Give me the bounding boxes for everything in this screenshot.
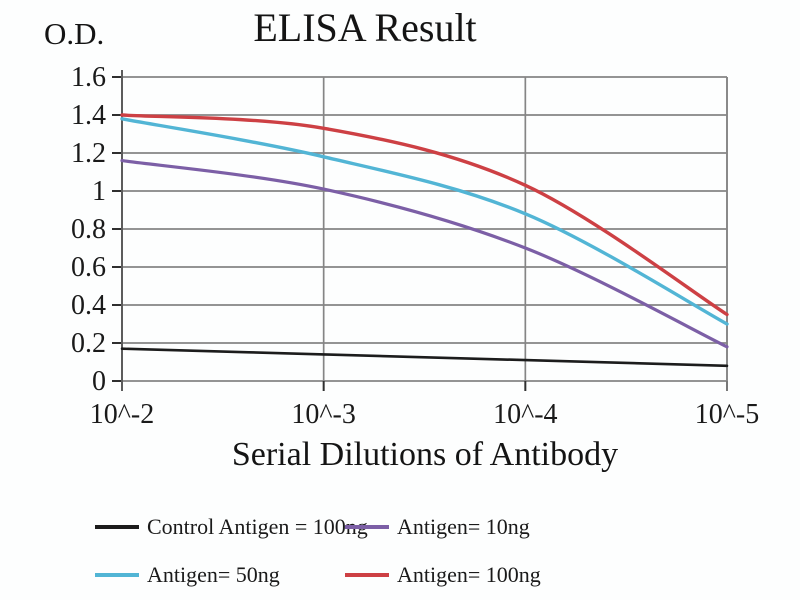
y-tick-label: 0.8	[71, 214, 106, 245]
legend-line-swatch	[345, 573, 389, 577]
legend-label: Antigen= 50ng	[147, 562, 280, 587]
y-tick-label: 0.2	[71, 328, 106, 359]
y-tick-label: 0.4	[71, 290, 106, 321]
y-tick-labels: 0 0.2 0.4 0.6 0.8 1 1.2 1.4 1.6	[71, 62, 106, 397]
series-curves	[120, 113, 729, 368]
legend: Control Antigen = 100ng Antigen= 10ng Anti…	[95, 505, 765, 597]
legend-line-swatch	[345, 525, 389, 529]
legend-line-swatch	[95, 573, 139, 577]
y-tick-label: 0.6	[71, 252, 106, 283]
x-tick-label: 10^-4	[493, 399, 557, 430]
y-tick-label: 1.4	[71, 100, 106, 131]
legend-item: Control Antigen = 100ng	[95, 505, 368, 549]
legend-label: Antigen= 10ng	[397, 514, 530, 539]
x-tick-label: 10^-2	[90, 399, 154, 430]
axis-ticks	[112, 70, 728, 391]
x-tick-labels: 10^-2 10^-3 10^-4 10^-5	[90, 399, 759, 430]
y-tick-label: 1.6	[71, 62, 106, 93]
x-tick-label: 10^-3	[291, 399, 355, 430]
legend-item: Antigen= 10ng	[345, 505, 765, 549]
y-tick-label: 0	[92, 366, 106, 397]
curve-control-antigen-100ng	[120, 347, 729, 368]
curve-antigen-10ng	[120, 159, 729, 349]
x-axis-title: Serial Dilutions of Antibody	[231, 436, 619, 473]
legend-line-swatch	[95, 525, 139, 529]
legend-item: Antigen= 50ng	[95, 553, 345, 597]
y-tick-label: 1	[92, 176, 106, 207]
curve-antigen-50ng	[120, 117, 729, 326]
x-tick-label: 10^-5	[695, 399, 759, 430]
y-axis-title: O.D.	[44, 16, 105, 51]
plot-area: 00.20.40.60.811.21.41.610^-2 10^-3 10^-4 10…	[71, 62, 759, 430]
y-tick-label: 1.2	[71, 138, 106, 169]
legend-label: Control Antigen = 100ng	[147, 514, 368, 539]
curve-antigen-100ng	[120, 113, 729, 317]
chart-title: ELISA Result	[253, 5, 477, 50]
legend-item: Antigen= 100ng	[345, 553, 765, 597]
horizontal-gridlines	[122, 76, 727, 382]
legend-label: Antigen= 100ng	[397, 562, 541, 587]
